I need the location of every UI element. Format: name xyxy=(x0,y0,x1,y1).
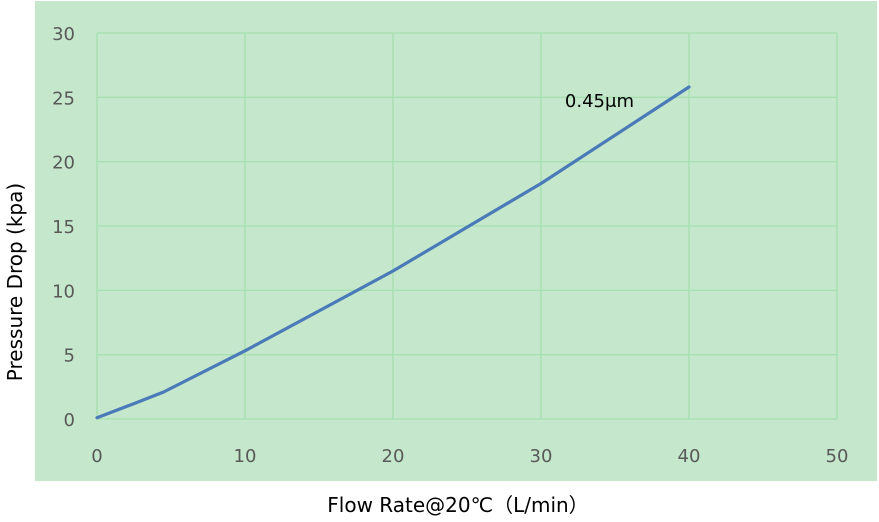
y-tick-label: 30 xyxy=(52,24,75,45)
y-axis-title: Pressure Drop (kpa) xyxy=(3,183,27,381)
x-tick-label: 10 xyxy=(234,446,257,467)
x-axis-title: Flow Rate@20℃（L/min） xyxy=(327,493,588,517)
gridlines xyxy=(96,32,838,420)
y-tick-labels: 0 5 10 15 20 25 30 xyxy=(52,24,75,431)
x-tick-label: 40 xyxy=(678,446,701,467)
series-layer xyxy=(95,85,691,420)
y-tick-label: 5 xyxy=(64,346,75,367)
series-line xyxy=(95,85,691,420)
series-label: 0.45μm xyxy=(565,91,634,112)
y-tick-label: 10 xyxy=(52,281,75,302)
y-tick-label: 25 xyxy=(52,88,75,109)
x-tick-labels: 0 10 20 30 40 50 xyxy=(91,446,848,467)
chart-background xyxy=(35,1,877,481)
x-tick-label: 0 xyxy=(91,446,102,467)
x-tick-label: 50 xyxy=(826,446,849,467)
series-labels: 0.45μm xyxy=(565,91,634,112)
x-tick-label: 20 xyxy=(382,446,405,467)
y-tick-label: 15 xyxy=(52,217,75,238)
y-tick-label: 0 xyxy=(64,410,75,431)
y-tick-label: 20 xyxy=(52,153,75,174)
x-tick-label: 30 xyxy=(530,446,553,467)
